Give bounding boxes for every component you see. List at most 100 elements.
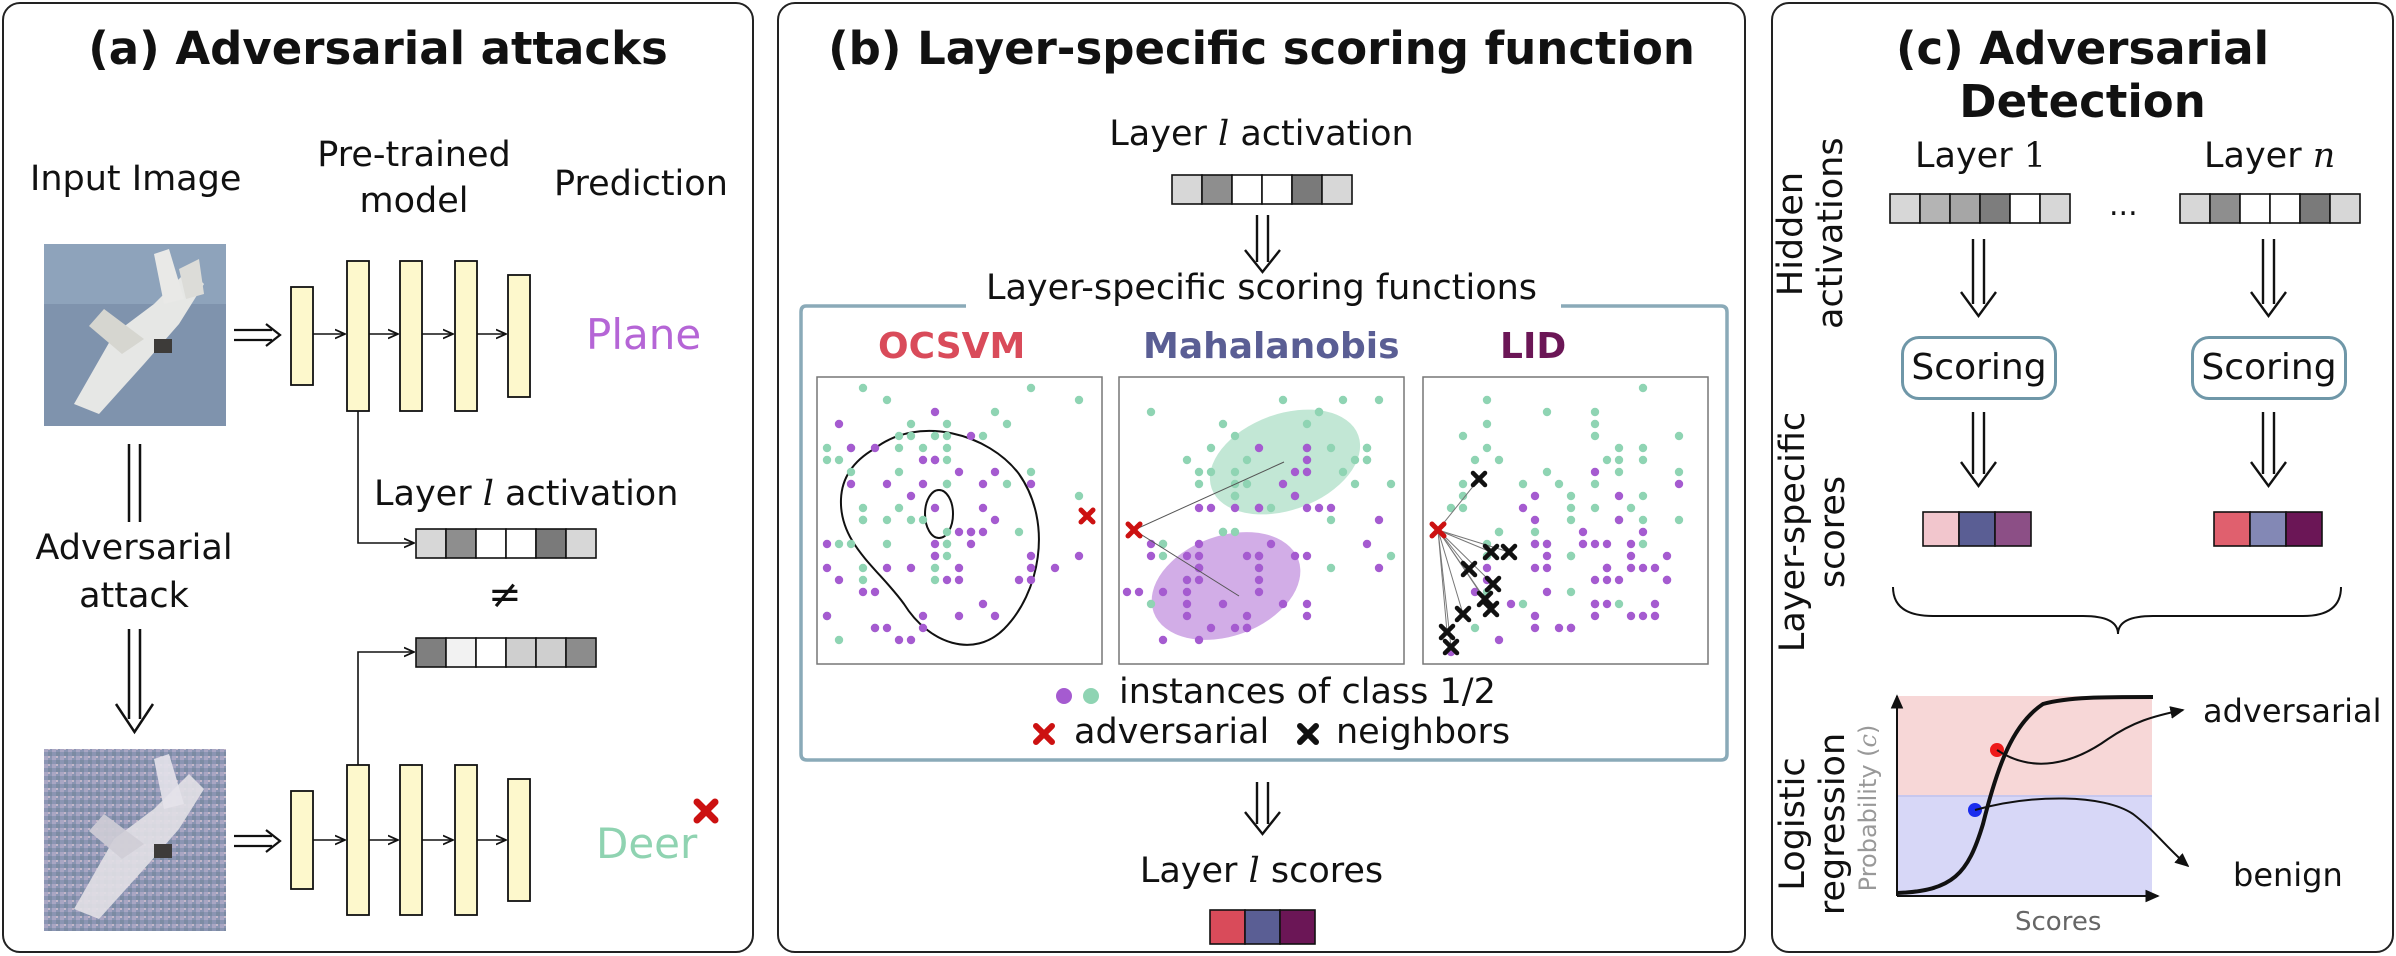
scatter-point bbox=[906, 419, 916, 429]
scatter-point bbox=[858, 587, 868, 597]
panel-c-graphics bbox=[1889, 193, 2361, 955]
scatter-point bbox=[1542, 587, 1552, 597]
scatter-point bbox=[1146, 599, 1156, 609]
activation-vector-layer-n bbox=[2179, 193, 2361, 224]
scatter-point bbox=[1194, 551, 1204, 561]
scatter-point bbox=[906, 491, 916, 501]
panel-adversarial-detection: (c) Adversarial Detection Hidden activat… bbox=[1771, 2, 2394, 953]
scatter-point bbox=[1590, 467, 1600, 477]
scatter-point bbox=[870, 587, 880, 597]
scatter-point bbox=[942, 551, 952, 561]
scatter-point bbox=[882, 539, 892, 549]
scatter-point bbox=[918, 455, 928, 465]
scatter-point bbox=[858, 503, 868, 513]
scatter-point bbox=[882, 395, 892, 405]
scatter-point bbox=[1638, 491, 1648, 501]
scatter-point bbox=[1242, 455, 1252, 465]
scatter-point bbox=[1530, 527, 1540, 537]
scatter-point bbox=[906, 431, 916, 441]
scatter-point bbox=[1482, 563, 1492, 573]
adversarial-pointer bbox=[1996, 710, 2183, 765]
mahalanobis-adversarial-point bbox=[1125, 521, 1143, 539]
scatter-point bbox=[1518, 503, 1528, 513]
scatter-point bbox=[1374, 563, 1384, 573]
scatter-point bbox=[1194, 479, 1204, 489]
scatter-point bbox=[1326, 443, 1336, 453]
method-mahalanobis: Mahalanobis bbox=[1143, 326, 1400, 367]
neighbor-cross bbox=[1482, 600, 1500, 618]
scatter-point bbox=[858, 575, 868, 585]
scatter-point bbox=[1206, 443, 1216, 453]
layer-l-activation-label-a: Layer l activation bbox=[374, 474, 679, 514]
scatter-point bbox=[1626, 539, 1636, 549]
scatter-point bbox=[1302, 419, 1312, 429]
scatter-point bbox=[1458, 479, 1468, 489]
scatter-point bbox=[1674, 431, 1684, 441]
scatter-point bbox=[1302, 611, 1312, 621]
scatter-point bbox=[882, 623, 892, 633]
scatter-point bbox=[1386, 551, 1396, 561]
scatter-point bbox=[1446, 503, 1456, 513]
pretrained-model-label: Pre-trained model bbox=[317, 135, 511, 221]
scatter-point bbox=[1590, 599, 1600, 609]
scatter-point bbox=[1254, 551, 1264, 561]
scatter-point bbox=[942, 479, 952, 489]
panel-b-graphics bbox=[799, 174, 1729, 945]
scatter-point bbox=[1362, 455, 1372, 465]
scatter-point bbox=[1230, 467, 1240, 477]
benign-region bbox=[1897, 796, 2152, 896]
scatter-point bbox=[834, 635, 844, 645]
scatter-point bbox=[846, 539, 856, 549]
scatter-point bbox=[1014, 527, 1024, 537]
scatter-point bbox=[1518, 479, 1528, 489]
scatter-point bbox=[894, 635, 904, 645]
scatter-point bbox=[1542, 539, 1552, 549]
scatter-point bbox=[1566, 587, 1576, 597]
scatter-point bbox=[1326, 563, 1336, 573]
scatter-point bbox=[894, 443, 904, 453]
scatter-point bbox=[1074, 551, 1084, 561]
scatter-point bbox=[1614, 455, 1624, 465]
scatter-point bbox=[882, 479, 892, 489]
not-equal-sign: ≠ bbox=[488, 572, 522, 618]
scatter-point bbox=[1254, 443, 1264, 453]
legend-adversarial-cross bbox=[1033, 723, 1055, 745]
scatter-point bbox=[954, 467, 964, 477]
scatter-point bbox=[918, 611, 928, 621]
scatter-point bbox=[918, 515, 928, 525]
scatter-point bbox=[1602, 455, 1612, 465]
scatter-point bbox=[906, 563, 916, 573]
model-layers-top bbox=[290, 260, 531, 412]
scatter-point bbox=[870, 623, 880, 633]
scatter-point bbox=[978, 527, 988, 537]
benign-pointer bbox=[1974, 797, 2188, 866]
scatter-point bbox=[1638, 527, 1648, 537]
scatter-point bbox=[1614, 575, 1624, 585]
scatter-point bbox=[990, 611, 1000, 621]
input-arrow-top bbox=[234, 323, 282, 347]
scatter-point bbox=[1254, 587, 1264, 597]
scatter-point bbox=[930, 551, 940, 561]
scatter-point bbox=[846, 467, 856, 477]
scatter-point bbox=[1590, 419, 1600, 429]
scatter-point bbox=[1530, 563, 1540, 573]
scatter-point bbox=[1458, 431, 1468, 441]
scatter-point bbox=[1026, 479, 1036, 489]
scatter-point bbox=[1314, 503, 1324, 513]
scatter-point bbox=[1494, 635, 1504, 645]
legend-neighbors-label: neighbors bbox=[1336, 712, 1511, 752]
scatter-point bbox=[1242, 479, 1252, 489]
scatter-point bbox=[1206, 623, 1216, 633]
panel-adversarial-attacks: (a) Adversarial attacks Input Image Pre-… bbox=[2, 2, 754, 953]
scatter-point bbox=[1554, 623, 1564, 633]
scatter-point bbox=[1494, 527, 1504, 537]
deer-prediction: Deer bbox=[596, 819, 698, 868]
panel-c-title: (c) Adversarial Detection bbox=[1895, 22, 2270, 128]
scatter-point bbox=[942, 539, 952, 549]
scatter-point bbox=[1278, 479, 1288, 489]
scatter-point bbox=[1002, 479, 1012, 489]
scatter-point bbox=[1254, 563, 1264, 573]
scatter-point bbox=[1626, 503, 1636, 513]
scatter-point bbox=[1662, 551, 1672, 561]
scatter-point bbox=[1530, 491, 1540, 501]
